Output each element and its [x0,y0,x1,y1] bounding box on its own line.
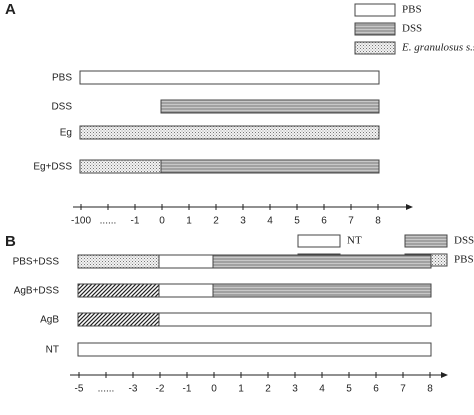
tick-label: 2 [213,216,219,227]
tick-label: -1 [131,216,140,227]
row-label: Eg [60,128,72,139]
tick-label: 0 [211,384,217,395]
tick-label: -1 [183,384,192,395]
timeline-bar [160,99,380,114]
legend-swatch [404,234,448,248]
timeline-bar [158,254,216,269]
tick-label: 1 [186,216,192,227]
legend-swatch [354,22,396,36]
tick-label: 1 [238,384,244,395]
row-label: PBS+DSS [13,257,60,268]
legend-label: PBS [454,254,474,266]
tick-label: 4 [267,216,273,227]
tick-label: 5 [294,216,300,227]
row-label: PBS [52,73,72,84]
tick-label: 7 [400,384,406,395]
tick-label: 3 [240,216,246,227]
legend-swatch [354,3,396,17]
row-label: DSS [51,102,72,113]
tick-label: 7 [348,216,354,227]
legend-label: DSS [402,23,422,35]
timeline-bar [77,342,432,357]
tick-label: ...... [98,384,115,395]
panel-label: B [5,233,16,250]
timeline-bar [212,283,432,298]
tick-label: ...... [100,216,117,227]
legend-swatch [354,41,396,55]
tick-label: -3 [129,384,138,395]
tick-label: 2 [265,384,271,395]
legend-label: NT [347,235,362,247]
legend-swatch [297,234,341,248]
timeline-bar [77,312,162,327]
legend-label: PBS [402,4,422,16]
timeline-bar [160,159,380,174]
timeline-bar [79,159,164,174]
panel-label: A [5,1,16,18]
tick-label: -100 [71,216,91,227]
tick-label: 4 [319,384,325,395]
tick-label: -2 [156,384,165,395]
timeline-bar [79,125,380,140]
legend-label: DSS [454,235,474,247]
tick-label: 5 [346,384,352,395]
tick-label: 3 [292,384,298,395]
timeline-bar [212,254,432,269]
tick-label: 0 [159,216,165,227]
timeline-bar [158,283,216,298]
tick-label: 6 [321,216,327,227]
row-label: NT [46,345,59,356]
tick-label: 8 [375,216,381,227]
tick-label: 6 [373,384,379,395]
tick-label: 8 [427,384,433,395]
row-label: AgB [40,315,59,326]
row-label: AgB+DSS [14,286,60,297]
timeline-bar [79,70,380,85]
legend-label: E. granulosus s.s [401,42,474,54]
timeline-bar [77,283,162,298]
tick-label: -5 [75,384,84,395]
row-label: Eg+DSS [33,162,72,173]
timeline-bar [77,254,162,269]
timeline-bar [158,312,432,327]
